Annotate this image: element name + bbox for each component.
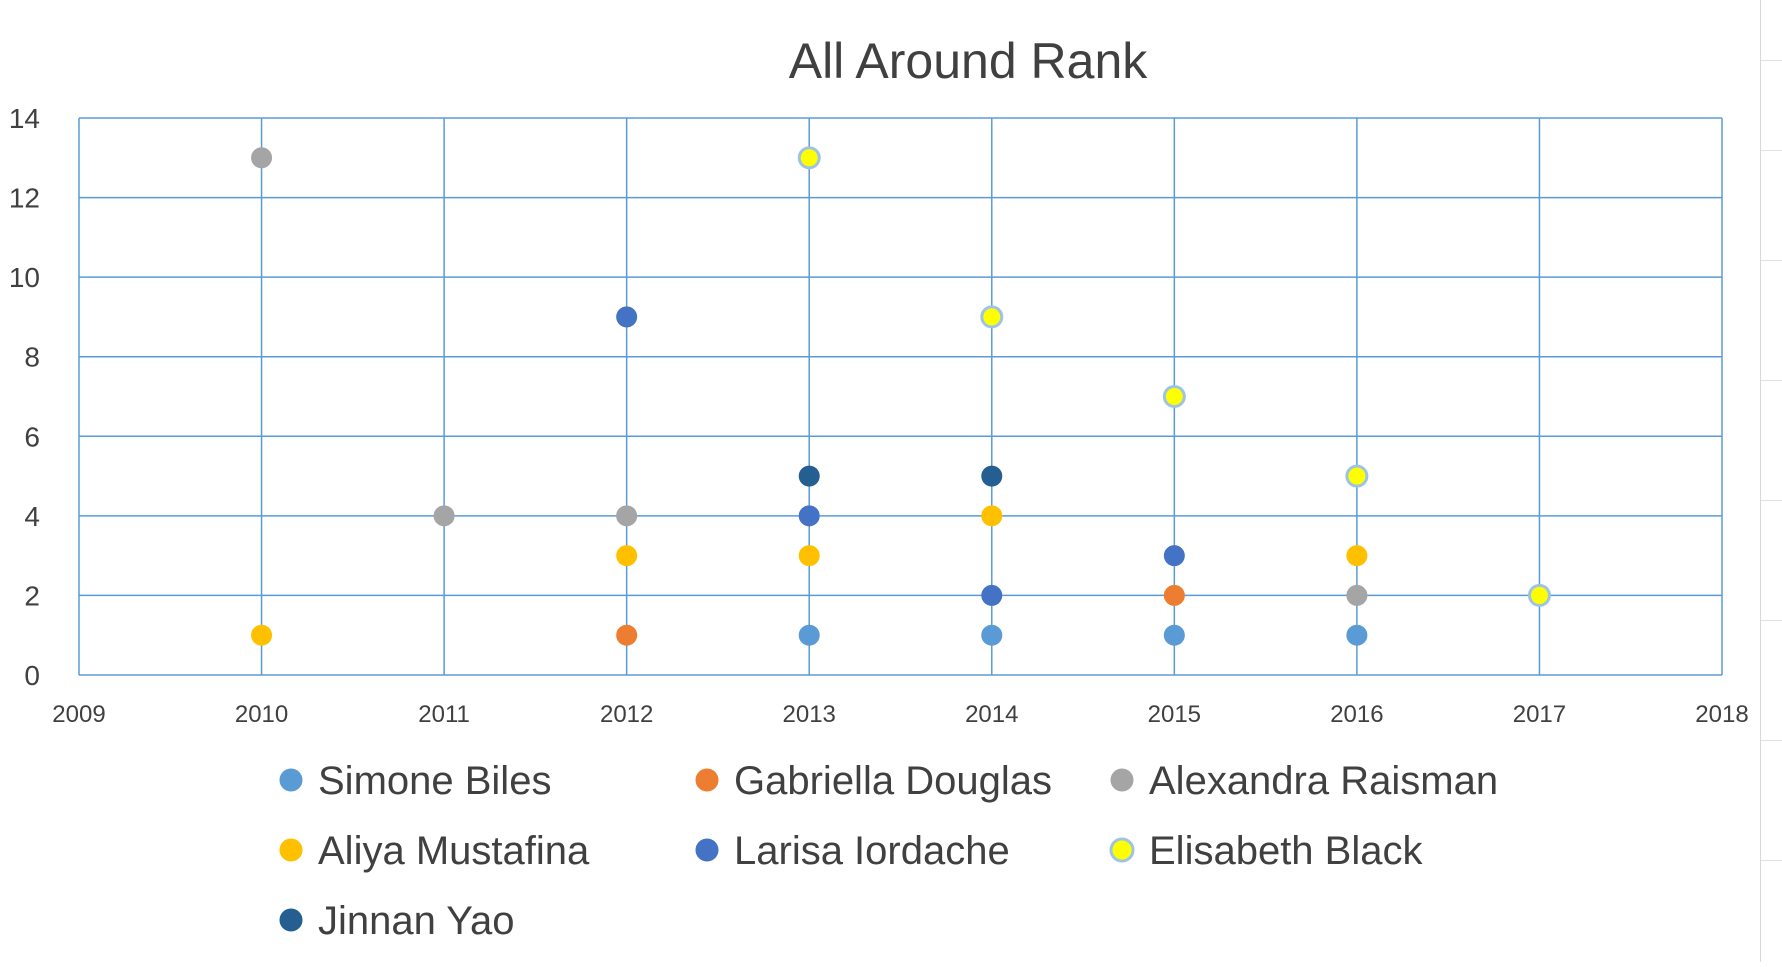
data-point-larisa-iordache <box>798 505 820 527</box>
x-tick-label: 2018 <box>1695 701 1748 728</box>
data-point-elisabeth-black <box>797 146 821 170</box>
row-divider <box>1761 860 1782 861</box>
y-tick-label: 8 <box>24 342 40 373</box>
y-tick-label: 14 <box>9 103 40 134</box>
data-point-simone-biles <box>1163 624 1185 646</box>
data-point-simone-biles <box>798 624 820 646</box>
legend-label: Simone Biles <box>318 759 551 803</box>
data-point-alexandra-raisman <box>1346 584 1368 606</box>
legend-marker <box>695 838 719 862</box>
y-tick-label: 12 <box>9 183 40 214</box>
row-divider <box>1761 260 1782 261</box>
data-point-aliya-mustafina <box>1346 545 1368 567</box>
data-point-alexandra-raisman <box>433 505 455 527</box>
x-tick-label: 2011 <box>418 701 470 728</box>
x-tick-label: 2015 <box>1148 701 1201 728</box>
legend-marker <box>695 768 719 792</box>
data-point-alexandra-raisman <box>251 147 273 169</box>
data-point-elisabeth-black <box>1527 583 1551 607</box>
data-point-elisabeth-black <box>980 305 1004 329</box>
data-point-gabriella-douglas <box>1163 584 1185 606</box>
x-tick-label: 2009 <box>52 701 105 728</box>
data-point-elisabeth-black <box>1162 385 1186 408</box>
data-point-aliya-mustafina <box>798 545 820 567</box>
spreadsheet-edge <box>1760 0 1782 962</box>
data-point-elisabeth-black <box>1345 464 1369 488</box>
data-point-larisa-iordache <box>981 584 1003 606</box>
data-point-jinnan-yao <box>798 465 820 487</box>
y-tick-label: 4 <box>24 501 40 532</box>
y-tick-label: 0 <box>24 660 40 691</box>
x-tick-label: 2013 <box>783 701 836 728</box>
data-point-gabriella-douglas <box>616 624 638 646</box>
legend-marker <box>279 768 303 792</box>
legend-label: Elisabeth Black <box>1149 829 1423 873</box>
y-tick-label: 2 <box>24 580 40 611</box>
data-point-aliya-mustafina <box>981 505 1003 527</box>
legend-label: Alexandra Raisman <box>1149 759 1498 803</box>
data-point-larisa-iordache <box>616 306 638 328</box>
y-tick-label: 6 <box>24 421 40 452</box>
legend-label: Aliya Mustafina <box>318 829 590 873</box>
legend-label: Larisa Iordache <box>734 829 1010 873</box>
row-divider <box>1761 380 1782 381</box>
data-point-aliya-mustafina <box>251 624 273 646</box>
legend-label: Jinnan Yao <box>318 899 514 943</box>
x-tick-label: 2012 <box>600 701 653 728</box>
legend: Simone Biles Gabriella Douglas Alexandra R… <box>279 759 1498 943</box>
row-divider <box>1761 740 1782 741</box>
row-divider <box>1761 500 1782 501</box>
x-tick-label: 2016 <box>1330 701 1383 728</box>
row-divider <box>1761 620 1782 621</box>
x-tick-label: 2017 <box>1513 701 1566 728</box>
data-point-jinnan-yao <box>981 465 1003 487</box>
data-point-larisa-iordache <box>1163 545 1185 567</box>
legend-marker <box>279 908 303 932</box>
axis-ticks: 2009 2010 2011 2012 2013 2014 2015 2016 2017 2018… <box>9 103 1749 728</box>
data-points <box>251 146 1551 646</box>
legend-marker <box>1110 768 1134 792</box>
legend-marker <box>1109 837 1135 863</box>
row-divider <box>1761 60 1782 61</box>
data-point-aliya-mustafina <box>616 545 638 567</box>
data-point-simone-biles <box>1346 624 1368 646</box>
data-point-alexandra-raisman <box>616 505 638 527</box>
grid <box>78 117 1723 676</box>
legend-marker <box>279 838 303 862</box>
x-tick-label: 2010 <box>235 701 288 728</box>
legend-label: Gabriella Douglas <box>734 759 1052 803</box>
y-tick-label: 10 <box>9 262 40 293</box>
x-tick-label: 2014 <box>965 701 1018 728</box>
data-point-simone-biles <box>981 624 1003 646</box>
chart-title: All Around Rank <box>789 33 1149 89</box>
row-divider <box>1761 150 1782 151</box>
